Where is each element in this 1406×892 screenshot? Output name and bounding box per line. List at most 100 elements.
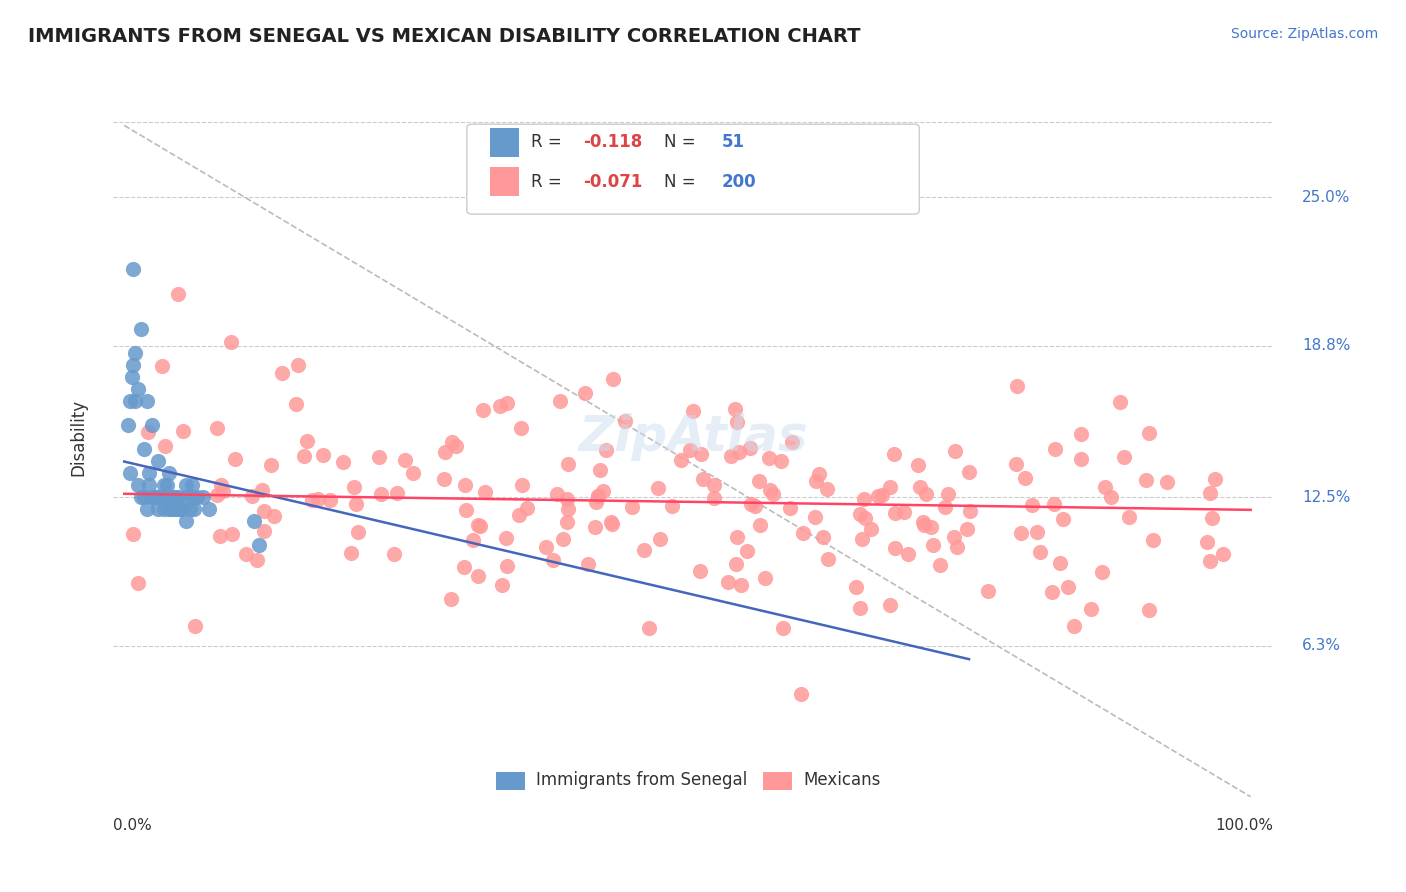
- Point: [551, 532, 574, 546]
- Point: [319, 492, 342, 507]
- Point: [146, 502, 169, 516]
- Text: R =: R =: [530, 173, 561, 191]
- Point: [883, 506, 905, 520]
- Point: [370, 487, 392, 501]
- Point: [127, 478, 149, 492]
- Point: [253, 524, 276, 539]
- Point: [669, 452, 692, 467]
- Point: [1010, 526, 1032, 541]
- Point: [804, 474, 827, 488]
- Point: [209, 478, 232, 492]
- Point: [1114, 450, 1136, 465]
- Point: [332, 455, 354, 469]
- Point: [758, 483, 780, 497]
- Point: [246, 553, 269, 567]
- Point: [1026, 525, 1049, 540]
- Point: [179, 502, 201, 516]
- Text: R =: R =: [530, 133, 561, 151]
- Point: [883, 541, 905, 556]
- Point: [600, 516, 623, 530]
- Point: [679, 442, 702, 457]
- Point: [184, 618, 207, 632]
- Point: [496, 559, 519, 574]
- Point: [585, 495, 607, 509]
- Text: 0.0%: 0.0%: [112, 818, 152, 833]
- Point: [180, 478, 202, 492]
- Point: [682, 403, 704, 417]
- Point: [912, 517, 935, 532]
- Point: [467, 569, 489, 583]
- Point: [508, 508, 530, 522]
- Point: [141, 490, 163, 504]
- Point: [174, 490, 197, 504]
- Point: [129, 322, 152, 336]
- Point: [1135, 473, 1157, 487]
- Point: [879, 599, 901, 613]
- Point: [121, 527, 143, 541]
- Point: [650, 532, 672, 546]
- Point: [247, 538, 270, 552]
- Point: [136, 425, 159, 440]
- Point: [307, 492, 329, 507]
- Point: [347, 525, 370, 540]
- Point: [124, 394, 146, 409]
- Point: [172, 424, 194, 438]
- Point: [586, 489, 609, 503]
- Point: [845, 581, 868, 595]
- Point: [555, 491, 578, 506]
- Point: [1201, 511, 1223, 525]
- Point: [600, 517, 623, 532]
- Point: [920, 520, 942, 534]
- Point: [153, 439, 176, 453]
- Point: [914, 486, 936, 500]
- Point: [512, 478, 534, 492]
- Text: IMMIGRANTS FROM SENEGAL VS MEXICAN DISABILITY CORRELATION CHART: IMMIGRANTS FROM SENEGAL VS MEXICAN DISAB…: [28, 27, 860, 45]
- Point: [613, 414, 636, 428]
- Point: [205, 488, 228, 502]
- Point: [621, 500, 644, 514]
- Point: [156, 478, 179, 492]
- Point: [934, 500, 956, 515]
- Bar: [491, 168, 519, 196]
- Point: [127, 382, 149, 396]
- Text: 18.8%: 18.8%: [1302, 338, 1351, 353]
- Point: [287, 359, 309, 373]
- Point: [661, 500, 683, 514]
- Point: [186, 490, 208, 504]
- Point: [160, 490, 183, 504]
- Point: [1063, 619, 1085, 633]
- Bar: [762, 772, 792, 789]
- Point: [117, 418, 139, 433]
- Point: [394, 452, 416, 467]
- Point: [936, 487, 959, 501]
- Point: [368, 450, 391, 464]
- Point: [976, 584, 998, 599]
- Point: [135, 394, 157, 409]
- Point: [1043, 442, 1066, 457]
- Point: [772, 621, 794, 635]
- Point: [224, 452, 246, 467]
- Point: [956, 522, 979, 536]
- Point: [340, 546, 363, 560]
- Point: [703, 491, 725, 505]
- Point: [720, 449, 742, 463]
- Point: [474, 485, 496, 500]
- Point: [852, 492, 875, 507]
- Text: -0.118: -0.118: [583, 133, 643, 151]
- Text: ZipAtlas: ZipAtlas: [578, 413, 808, 461]
- Point: [758, 450, 780, 465]
- Point: [240, 489, 263, 503]
- Point: [738, 442, 761, 456]
- Point: [1070, 451, 1092, 466]
- Point: [1029, 544, 1052, 558]
- Point: [252, 504, 274, 518]
- Point: [260, 458, 283, 472]
- Point: [1142, 533, 1164, 547]
- Point: [402, 466, 425, 480]
- Point: [811, 530, 834, 544]
- Point: [879, 480, 901, 494]
- Point: [1043, 497, 1066, 511]
- Point: [141, 418, 163, 433]
- Point: [908, 480, 931, 494]
- Point: [169, 502, 191, 516]
